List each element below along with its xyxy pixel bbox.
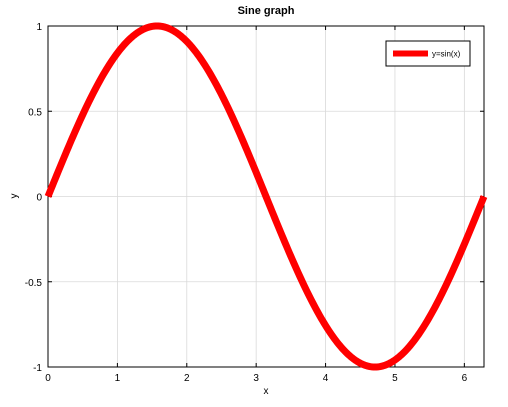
x-tick-label: 0	[45, 373, 51, 384]
series-layer	[44, 22, 488, 371]
legend: y=sin(x)	[385, 40, 471, 67]
legend-label: y=sin(x)	[432, 50, 461, 59]
series-line-sin	[44, 22, 488, 371]
grid-lines	[48, 26, 484, 367]
y-axis-label: y	[9, 194, 20, 199]
y-tick-label: 1	[36, 22, 42, 33]
x-axis-label: x	[264, 386, 269, 397]
y-tick-label: 0	[36, 193, 42, 204]
x-tick-labels: 0 1 2 3 4 5 6	[45, 373, 467, 384]
x-tick-label: 2	[184, 373, 190, 384]
y-tick-label: -0.5	[25, 278, 43, 289]
y-tick-label: -1	[33, 363, 42, 374]
chart-title: Sine graph	[238, 5, 295, 17]
y-tick-label: 0.5	[28, 107, 42, 118]
x-tick-label: 6	[462, 373, 468, 384]
x-tick-label: 5	[392, 373, 398, 384]
x-tick-label: 4	[323, 373, 329, 384]
x-tick-label: 3	[253, 373, 259, 384]
y-tick-labels: -1 -0.5 0 0.5 1	[25, 22, 43, 374]
x-tick-label: 1	[115, 373, 121, 384]
